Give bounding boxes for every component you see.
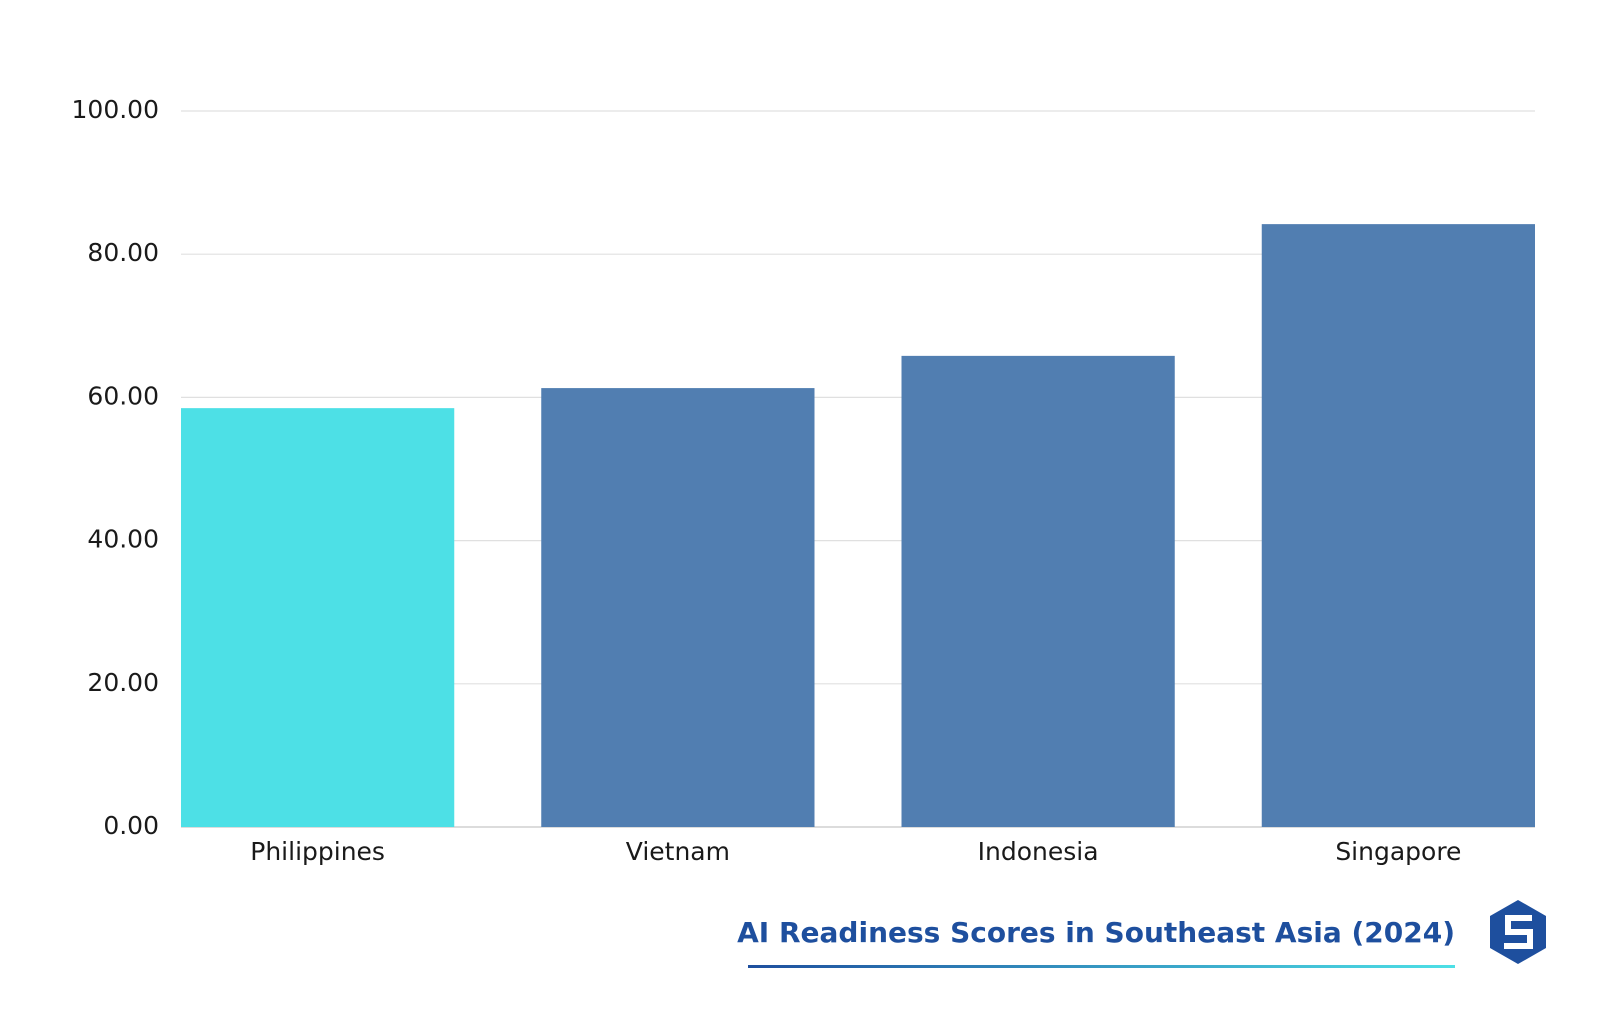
y-tick-label: 40.00: [87, 525, 159, 554]
logo: [1490, 900, 1546, 964]
y-tick-label: 20.00: [87, 668, 159, 697]
bars: [181, 224, 1535, 828]
bar: [1261, 224, 1535, 828]
x-tick-label: Vietnam: [626, 837, 730, 866]
y-tick-label: 80.00: [87, 238, 159, 267]
bar: [541, 388, 815, 827]
x-tick-label: Singapore: [1335, 837, 1461, 866]
y-tick-label: 0.00: [103, 811, 159, 840]
bar: [901, 355, 1175, 827]
x-tick-label: Indonesia: [978, 837, 1099, 866]
bar: [181, 408, 455, 827]
y-tick-label: 100.00: [72, 95, 159, 124]
x-tick-label: Philippines: [250, 837, 385, 866]
title-underline: [748, 965, 1455, 968]
y-tick-label: 60.00: [87, 381, 159, 410]
chart-title: AI Readiness Scores in Southeast Asia (2…: [737, 916, 1455, 949]
